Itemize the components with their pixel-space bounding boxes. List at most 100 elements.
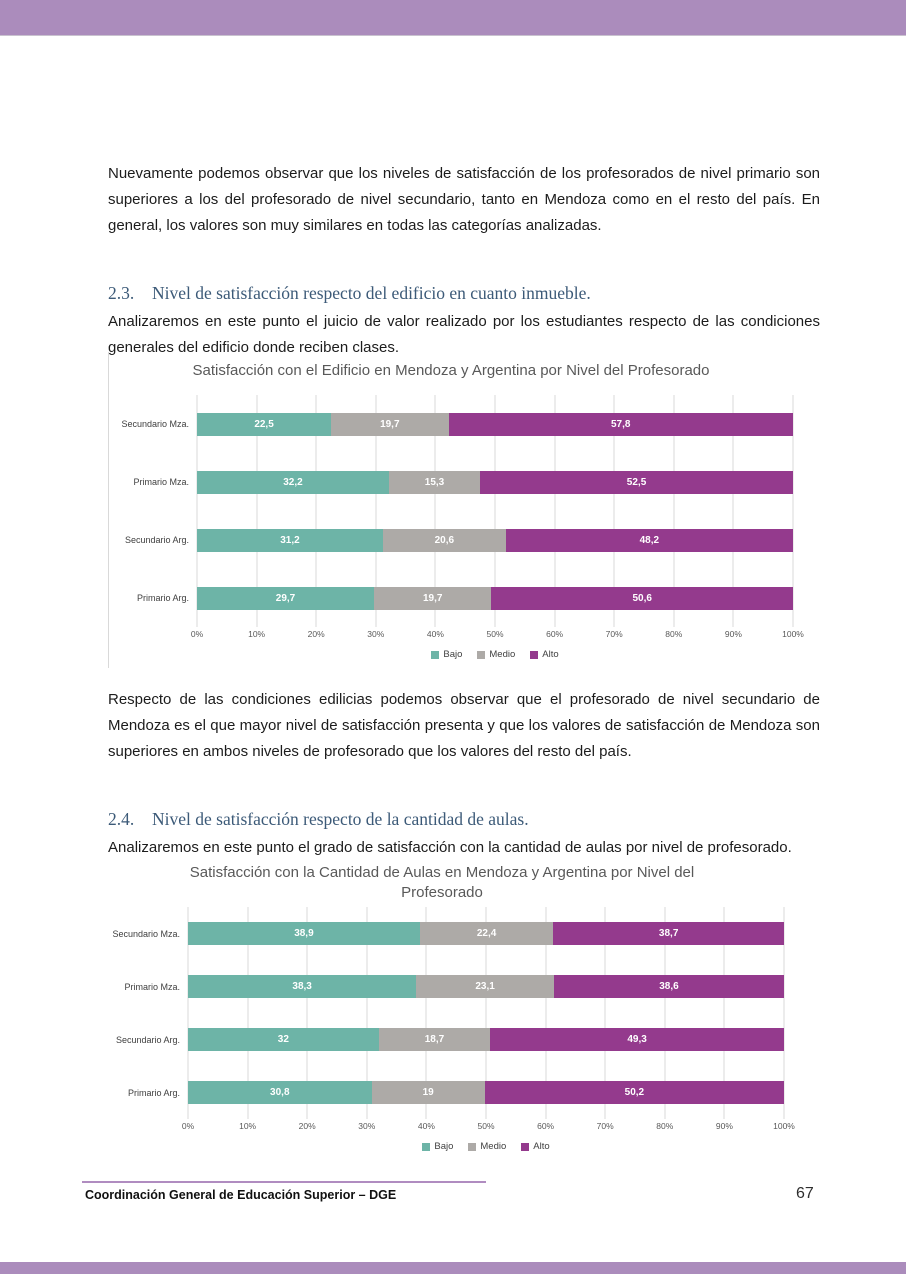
legend: Bajo Medio Alto	[197, 649, 793, 660]
category-label: Primario Arg.	[136, 593, 189, 603]
bar-segment-alto: 38,7	[553, 922, 784, 945]
legend-swatch-icon	[521, 1142, 530, 1151]
page-number: 67	[796, 1185, 814, 1202]
x-tick-label: 70%	[605, 629, 623, 639]
legend-item: Bajo	[422, 1141, 453, 1152]
gridline	[545, 907, 547, 1119]
section-title: Nivel de satisfacción respecto del edifi…	[152, 282, 591, 303]
gridline	[554, 395, 556, 627]
x-tick-label: 60%	[537, 1121, 555, 1131]
section-title: Nivel de satisfacción respecto de la can…	[152, 808, 529, 829]
gridline	[366, 907, 368, 1119]
footer-rule	[82, 1181, 486, 1183]
bar-segment-bajo: 22,5	[197, 412, 332, 436]
chart-title: Satisfacción con la Cantidad de Aulas en…	[189, 864, 695, 901]
grid-layer	[187, 907, 785, 1119]
section-heading-2-3: 2.3. Nivel de satisfacción respecto del e…	[108, 283, 820, 304]
legend-swatch-icon	[477, 650, 486, 659]
x-tick-label: 100%	[773, 1121, 795, 1131]
section-number: 2.3.	[108, 282, 135, 303]
x-tick-label: 30%	[358, 1121, 376, 1131]
bar-track: 38,3 23,1 38,6	[188, 975, 784, 998]
category-label: Primario Mza.	[124, 981, 180, 992]
chart-bar-row: Secundario Mza. 38,9 22,4 38,7	[112, 907, 784, 960]
bar-segment-alto: 52,5	[480, 470, 793, 494]
x-tick-label: 20%	[298, 1121, 316, 1131]
legend-swatch-icon	[431, 650, 440, 659]
gridline	[494, 395, 496, 627]
legend-label: Alto	[542, 649, 559, 660]
bar-segment-bajo: 29,7	[197, 586, 374, 610]
gridline	[783, 907, 785, 1119]
x-tick-label: 0%	[190, 629, 204, 639]
gridline	[247, 907, 249, 1119]
x-tick-label: 80%	[656, 1121, 674, 1131]
bar-segment-bajo: 38,3	[188, 975, 417, 998]
gridline	[723, 907, 725, 1119]
category-label: Secundario Mza.	[112, 928, 180, 939]
bar-track: 32 18,7 49,3	[188, 1028, 784, 1051]
x-tick-label: 30%	[367, 629, 385, 639]
edificio-conclusion-paragraph: Respecto de las condiciones edilicias po…	[108, 691, 820, 760]
chart-bar-row: Secundario Mza. 22,5 19,7 57,8	[121, 395, 793, 453]
x-tick-label: 20%	[307, 629, 325, 639]
category-label: Secundario Mza.	[121, 419, 189, 429]
bar-segment-alto: 49,3	[490, 1028, 784, 1051]
chart-bar-row: Primario Mza. 38,3 23,1 38,6	[124, 960, 784, 1013]
legend-item: Alto	[530, 649, 559, 660]
bar-track: 30,8 19 50,2	[188, 1081, 784, 1104]
plot-area: Secundario Mza. 22,5 19,7 57,8 Primario Mza.…	[109, 395, 794, 627]
gridline	[673, 395, 675, 627]
bar-track: 38,9 22,4 38,7	[188, 922, 784, 945]
chart-aulas: Satisfacción con la Cantidad de Aulas en…	[100, 858, 795, 1170]
edificio-description-paragraph: Analizaremos en este punto el juicio de …	[108, 313, 820, 356]
legend-label: Bajo	[443, 649, 463, 660]
legend-item: Medio	[468, 1141, 506, 1152]
gridline	[485, 907, 487, 1119]
chart-bar-row: Secundario Arg. 31,2 20,6 48,2	[125, 511, 793, 569]
legend-label: Bajo	[434, 1141, 454, 1152]
bar-segment-bajo: 30,8	[188, 1081, 372, 1104]
intro-paragraph: Nuevamente podemos observar que los nive…	[108, 165, 820, 234]
x-tick-label: 50%	[477, 1121, 495, 1131]
chart-edificio: Satisfacción con el Edificio en Mendoza …	[108, 352, 804, 668]
bar-segment-alto: 57,8	[448, 412, 793, 436]
bar-segment-medio: 19,7	[374, 586, 492, 610]
section-number: 2.4.	[108, 808, 135, 829]
chart-title: Satisfacción con el Edificio en Mendoza …	[192, 362, 710, 379]
x-tick-label: 40%	[426, 629, 444, 639]
chart-bar-row: Primario Arg. 29,7 19,7 50,6	[137, 569, 793, 627]
footer-text: Coordinación General de Educación Superi…	[85, 1188, 397, 1202]
gridline	[792, 395, 794, 627]
top-accent-bar	[0, 0, 906, 36]
x-tick-label: 40%	[417, 1121, 435, 1131]
bar-track: 31,2 20,6 48,2	[197, 528, 793, 552]
bar-track: 29,7 19,7 50,6	[197, 586, 793, 610]
bar-segment-bajo: 32,2	[197, 470, 389, 494]
gridline	[256, 395, 258, 627]
gridline	[604, 907, 606, 1119]
gridline	[196, 395, 198, 627]
bar-segment-medio: 15,3	[388, 470, 481, 494]
bar-segment-medio: 19,7	[331, 412, 449, 436]
legend-label: Medio	[489, 649, 516, 660]
chart-bar-row: Primario Arg. 30,8 19 50,2	[128, 1066, 784, 1119]
x-axis: 0% 10% 20% 30% 40% 50% 60% 70% 80% 90% 100%	[182, 1119, 795, 1135]
bar-segment-bajo: 32	[188, 1028, 379, 1051]
bar-track: 32,2 15,3 52,5	[197, 470, 793, 494]
bar-segment-medio: 19	[371, 1081, 485, 1104]
category-label: Primario Arg.	[127, 1087, 180, 1098]
category-label: Secundario Arg.	[115, 1034, 180, 1045]
x-tick-label: 80%	[665, 629, 683, 639]
bar-segment-medio: 20,6	[382, 528, 506, 552]
legend-label: Medio	[480, 1141, 507, 1152]
legend-item: Medio	[477, 649, 515, 660]
legend-swatch-icon	[530, 650, 539, 659]
aulas-description-paragraph: Analizaremos en este punto el grado de s…	[108, 839, 792, 856]
gridline	[664, 907, 666, 1119]
gridline	[425, 907, 427, 1119]
x-tick-label: 10%	[248, 629, 266, 639]
x-tick-label: 0%	[181, 1121, 195, 1131]
legend-swatch-icon	[422, 1142, 431, 1151]
